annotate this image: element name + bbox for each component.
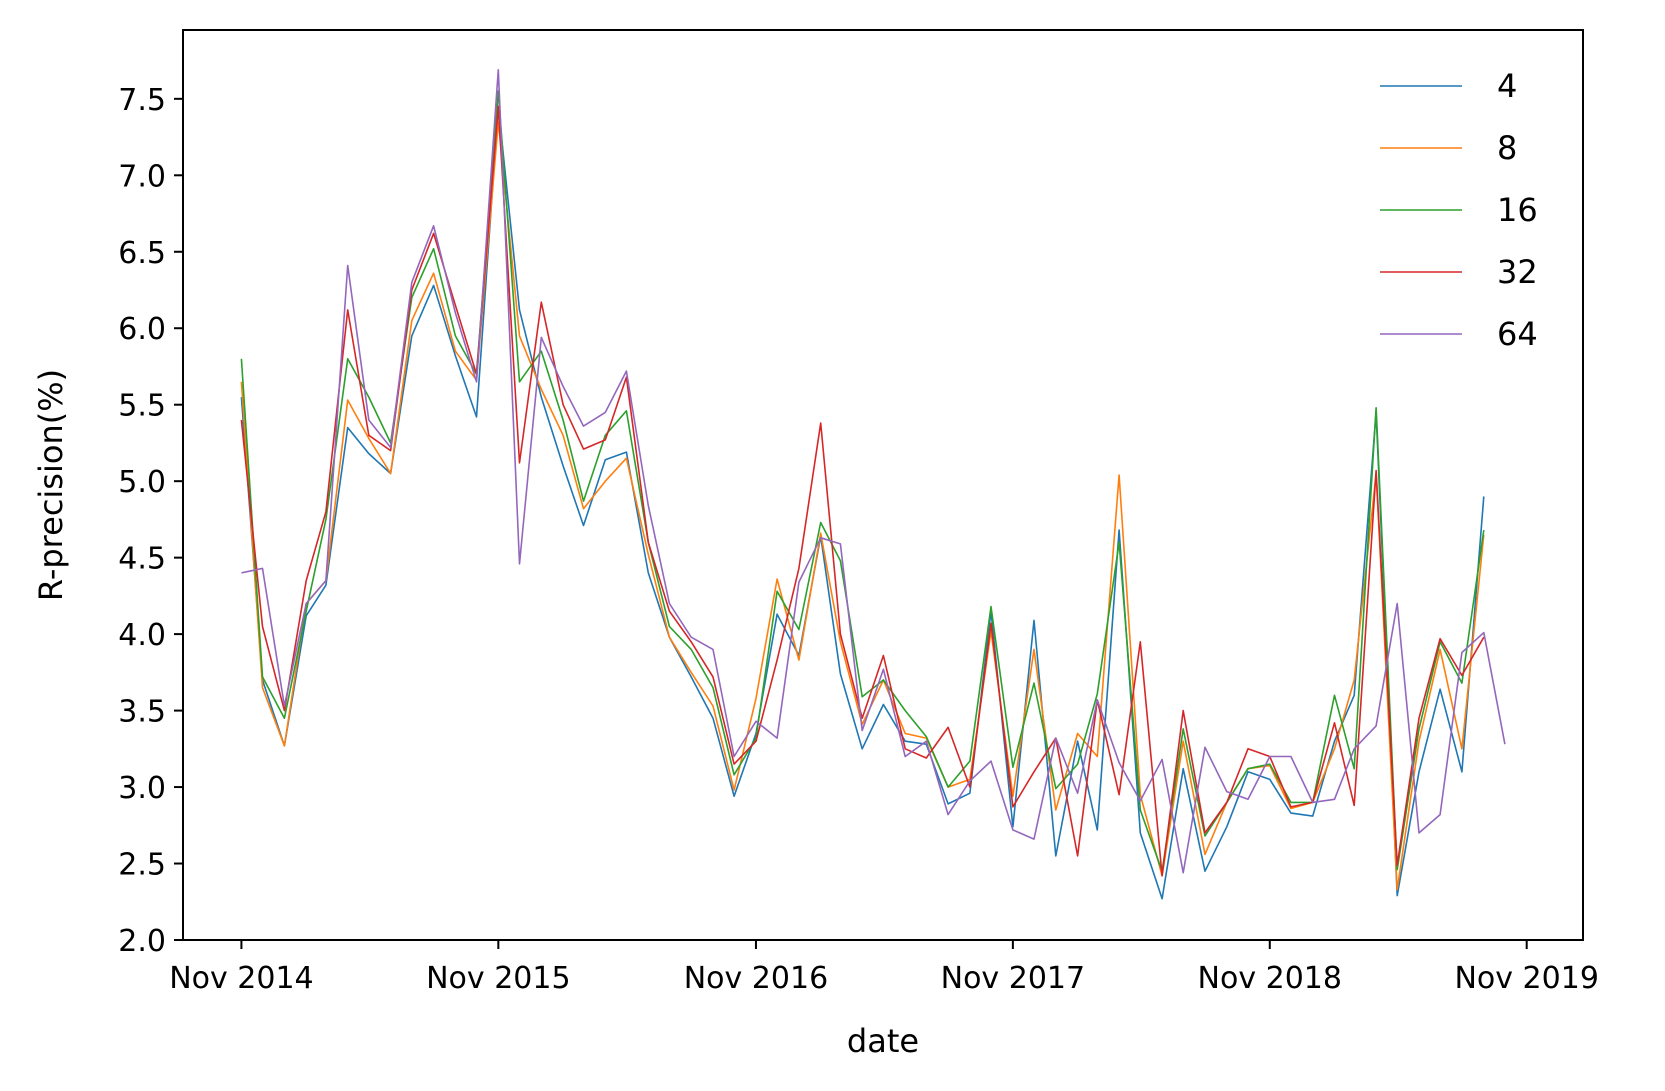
x-tick-label: Nov 2015: [426, 961, 570, 996]
legend-label-4: 4: [1497, 67, 1517, 105]
legend: 4 8 16 32 64: [1380, 67, 1538, 353]
series-line-8: [240, 121, 1485, 891]
legend-label-64: 64: [1497, 315, 1538, 353]
x-axis: Nov 2014 Nov 2015 Nov 2016 Nov 2017 Nov 2018…: [169, 940, 1599, 996]
y-tick-label: 2.5: [118, 848, 166, 883]
legend-label-16: 16: [1497, 191, 1538, 229]
y-tick-label: 5.5: [118, 389, 166, 424]
y-tick-label: 3.0: [118, 771, 166, 806]
series-line-16: [240, 90, 1485, 872]
y-tick-label: 7.5: [118, 83, 166, 118]
x-tick-label: Nov 2017: [941, 961, 1085, 996]
x-tick-label: Nov 2014: [169, 961, 313, 996]
plot-frame: [182, 29, 1584, 941]
series-line-64: [241, 69, 1506, 874]
series-line-32: [240, 105, 1485, 877]
y-tick-label: 6.0: [118, 312, 166, 347]
x-tick-label: Nov 2018: [1198, 961, 1342, 996]
y-tick-label: 5.0: [118, 465, 166, 500]
y-tick-label: 7.0: [118, 159, 166, 194]
x-axis-label: date: [847, 1022, 919, 1060]
y-axis-label: R-precision(%): [32, 369, 70, 601]
y-axis: 2.0 2.5 3.0 3.5 4.0 4.5 5.0 5.5 6.0 6.5 7.0 7.5: [118, 83, 183, 959]
y-tick-label: 4.5: [118, 542, 166, 577]
y-tick-label: 2.0: [118, 924, 166, 959]
series-line-4: [240, 105, 1485, 900]
y-tick-label: 4.0: [118, 618, 166, 653]
legend-label-32: 32: [1497, 253, 1538, 291]
legend-label-8: 8: [1497, 129, 1517, 167]
plot-area: [182, 29, 1584, 941]
x-tick-label: Nov 2019: [1454, 961, 1598, 996]
y-tick-label: 6.5: [118, 236, 166, 271]
y-tick-label: 3.5: [118, 695, 166, 730]
x-tick-label: Nov 2016: [684, 961, 828, 996]
series-lines: [240, 69, 1506, 900]
